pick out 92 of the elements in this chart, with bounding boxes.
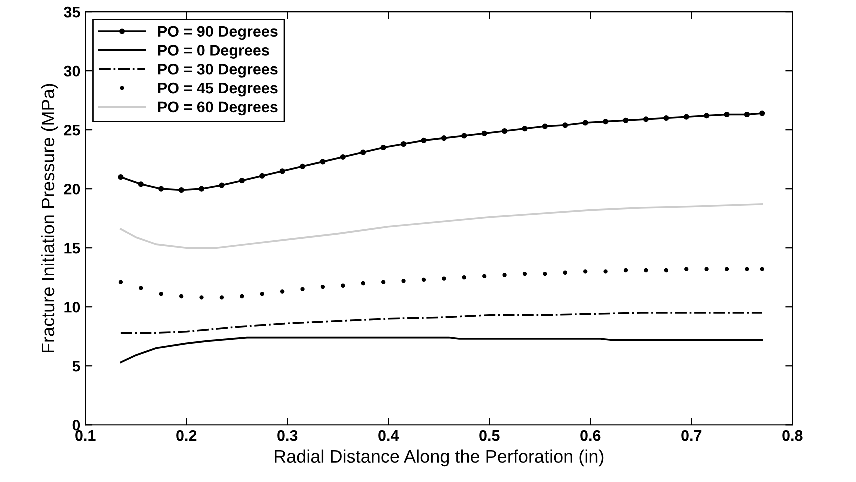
point — [744, 112, 750, 118]
point — [684, 267, 689, 272]
point — [562, 122, 568, 128]
point — [724, 267, 730, 272]
point — [624, 268, 628, 273]
point — [422, 278, 426, 282]
point — [300, 287, 305, 292]
point — [240, 294, 244, 299]
point — [543, 272, 548, 276]
point — [563, 270, 568, 275]
x-tick-label: 0.1 — [76, 430, 96, 442]
point — [623, 118, 629, 124]
point — [280, 290, 285, 294]
point — [603, 119, 609, 125]
point — [320, 159, 326, 165]
point — [400, 141, 407, 148]
point — [502, 273, 507, 278]
point — [381, 280, 386, 284]
point — [644, 268, 648, 273]
legend-label: PO = 0 Degrees — [158, 45, 270, 59]
point — [178, 187, 184, 194]
point — [542, 124, 548, 130]
point — [704, 267, 709, 272]
point — [421, 138, 427, 144]
point — [402, 279, 406, 284]
x-axis-title: Radial Distance Along the Perforation (in) — [275, 450, 604, 467]
point — [522, 272, 528, 276]
legend-label: PO = 45 Degrees — [158, 82, 278, 97]
point — [502, 128, 508, 134]
y-axis-title: Fracture Initiation Pressure (MPa) — [41, 84, 58, 353]
point — [158, 186, 164, 192]
point — [760, 110, 766, 116]
point — [482, 274, 487, 278]
point — [280, 168, 286, 174]
legend-label: PO = 30 Degrees — [158, 64, 278, 78]
point — [139, 286, 144, 290]
line-series — [120, 312, 764, 334]
point — [159, 292, 164, 296]
y-tick-label: 10 — [64, 302, 80, 313]
point — [664, 115, 670, 122]
x-tick-label: 0.3 — [278, 430, 298, 442]
point — [442, 276, 446, 281]
x-tick-label: 0.6 — [580, 430, 601, 442]
point — [179, 294, 184, 299]
point — [200, 296, 204, 300]
point — [582, 120, 588, 126]
x-tick-label: 0.4 — [378, 430, 400, 442]
y-tick-label: 5 — [72, 361, 80, 372]
point — [462, 133, 468, 139]
point — [724, 112, 730, 118]
point — [361, 281, 366, 286]
point — [684, 114, 690, 120]
x-tick-label: 0.2 — [176, 430, 197, 442]
point — [320, 284, 326, 290]
point — [118, 280, 124, 284]
point — [745, 267, 750, 272]
point — [341, 284, 346, 288]
point — [360, 150, 366, 156]
line-series — [120, 204, 764, 249]
point — [260, 292, 264, 296]
point — [260, 173, 266, 179]
x-tick-label: 0.7 — [682, 430, 702, 442]
point — [239, 178, 245, 184]
y-tick-label: 0 — [72, 420, 80, 431]
point — [198, 186, 205, 192]
line-series — [120, 336, 764, 364]
point — [220, 296, 224, 300]
legend-label: PO = 60 Degrees — [158, 102, 278, 116]
point — [643, 116, 649, 122]
point — [664, 268, 668, 273]
point — [482, 130, 488, 136]
point — [118, 174, 124, 180]
point — [522, 126, 528, 132]
x-tick-label: 0.8 — [782, 430, 803, 442]
point — [300, 164, 306, 170]
legend-label: PO = 90 Degrees — [158, 26, 278, 40]
y-tick-label: 25 — [64, 124, 80, 136]
x-tick-label: 0.5 — [480, 430, 500, 442]
y-tick-label: 35 — [64, 6, 80, 18]
point — [219, 182, 225, 188]
y-tick-label: 15 — [64, 243, 80, 254]
y-tick-label: 20 — [64, 184, 80, 195]
point — [704, 113, 710, 119]
y-tick-label: 30 — [64, 66, 80, 77]
point — [462, 276, 466, 280]
point — [441, 136, 447, 142]
point — [760, 267, 764, 272]
point — [584, 270, 588, 274]
point — [138, 182, 144, 188]
point — [604, 270, 608, 274]
point — [340, 154, 346, 160]
point — [380, 144, 386, 151]
